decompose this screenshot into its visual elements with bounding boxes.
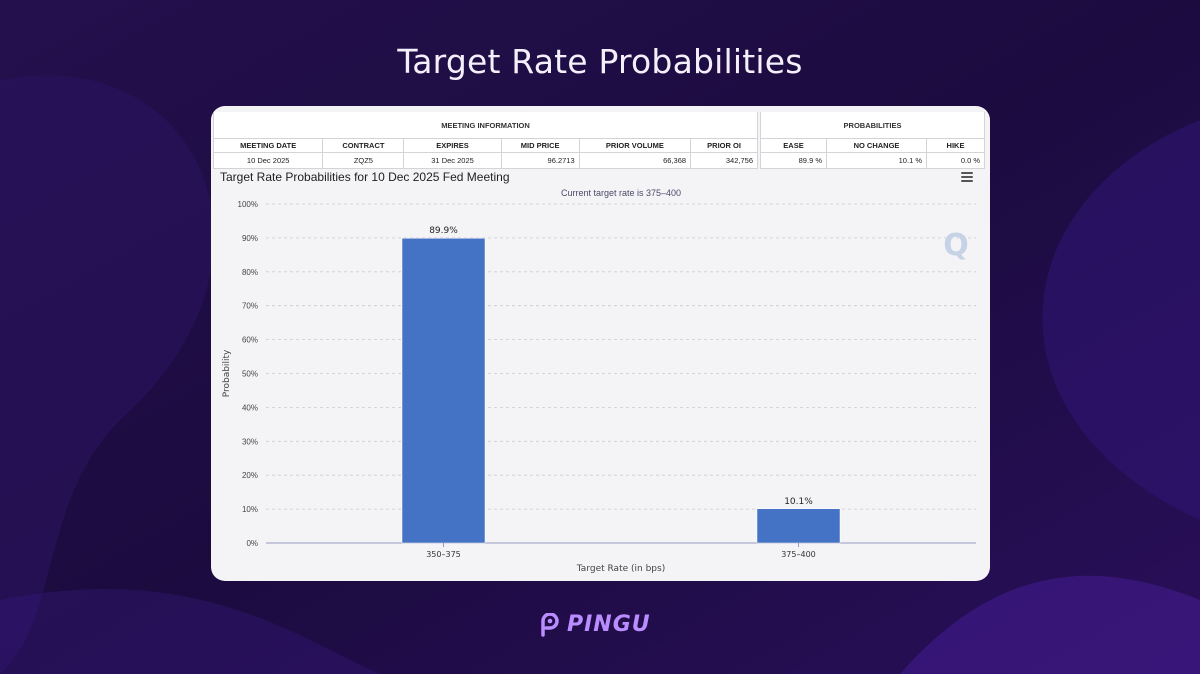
probabilities-table: PROBABILITIES EASE NO CHANGE HIKE 89.9 %… [759, 112, 986, 169]
bar-1 [401, 237, 486, 544]
y-tick-label: 10% [242, 505, 258, 514]
value-prior-volume: 66,368 [578, 152, 692, 169]
y-tick-label: 60% [242, 336, 258, 345]
y-tick-label: 80% [242, 268, 258, 277]
bar-data-label: 89.9% [429, 226, 458, 236]
chart-card: MEETING INFORMATION MEETING DATE CONTRAC… [211, 106, 990, 581]
value-expires: 31 Dec 2025 [403, 152, 502, 169]
header-prior-volume: PRIOR VOLUME [578, 138, 692, 153]
y-tick-label: 40% [242, 403, 258, 412]
probabilities-group-label: PROBABILITIES [759, 112, 986, 139]
page-headline: Target Rate Probabilities [397, 42, 803, 81]
meeting-info-table: MEETING INFORMATION MEETING DATE CONTRAC… [212, 112, 758, 169]
y-tick-label: 0% [246, 539, 258, 548]
header-contract: CONTRACT [322, 138, 405, 153]
value-no-change: 10.1 % [826, 152, 927, 169]
value-mid-price: 96.2713 [500, 152, 580, 169]
pingu-logo-icon [541, 612, 559, 637]
header-no-change: NO CHANGE [826, 138, 927, 153]
header-hike: HIKE [925, 138, 986, 153]
y-tick-label: 70% [242, 302, 258, 311]
value-ease: 89.9 % [760, 152, 827, 169]
x-axis-title: Target Rate (in bps) [576, 564, 665, 574]
bar-data-label: 10.1% [784, 497, 813, 507]
x-tick-label: 375–400 [781, 550, 816, 559]
chart-menu-icon[interactable] [961, 172, 973, 182]
brand-logo: PINGU [537, 612, 651, 637]
y-tick-label: 90% [242, 234, 258, 243]
watermark-logo: Q [943, 228, 969, 263]
meeting-info-group-label: MEETING INFORMATION [213, 112, 758, 139]
y-tick-label: 30% [242, 437, 258, 446]
header-prior-oi: PRIOR OI [690, 138, 758, 153]
y-tick-label: 20% [242, 471, 258, 480]
value-hike: 0.0 % [925, 152, 986, 169]
chart-subtitle: Current target rate is 375–400 [561, 188, 681, 198]
chart-title: Target Rate Probabilities for 10 Dec 202… [220, 170, 510, 184]
y-tick-label: 50% [242, 370, 258, 379]
brand-name: PINGU [567, 612, 651, 637]
header-ease: EASE [760, 138, 827, 153]
header-expires: EXPIRES [403, 138, 502, 153]
value-contract: ZQZ5 [322, 152, 405, 169]
value-prior-oi: 342,756 [690, 152, 758, 169]
y-axis-title: Probability [222, 349, 232, 397]
bar-2 [756, 508, 841, 544]
value-meeting-date: 10 Dec 2025 [212, 152, 324, 169]
header-mid-price: MID PRICE [500, 138, 580, 153]
header-meeting-date: MEETING DATE [212, 138, 324, 153]
bar-chart: Current target rate is 375–400 0% 10% 20% 30… [222, 188, 976, 574]
y-tick-label: 100% [238, 200, 258, 209]
x-tick-label: 350–375 [426, 550, 461, 559]
